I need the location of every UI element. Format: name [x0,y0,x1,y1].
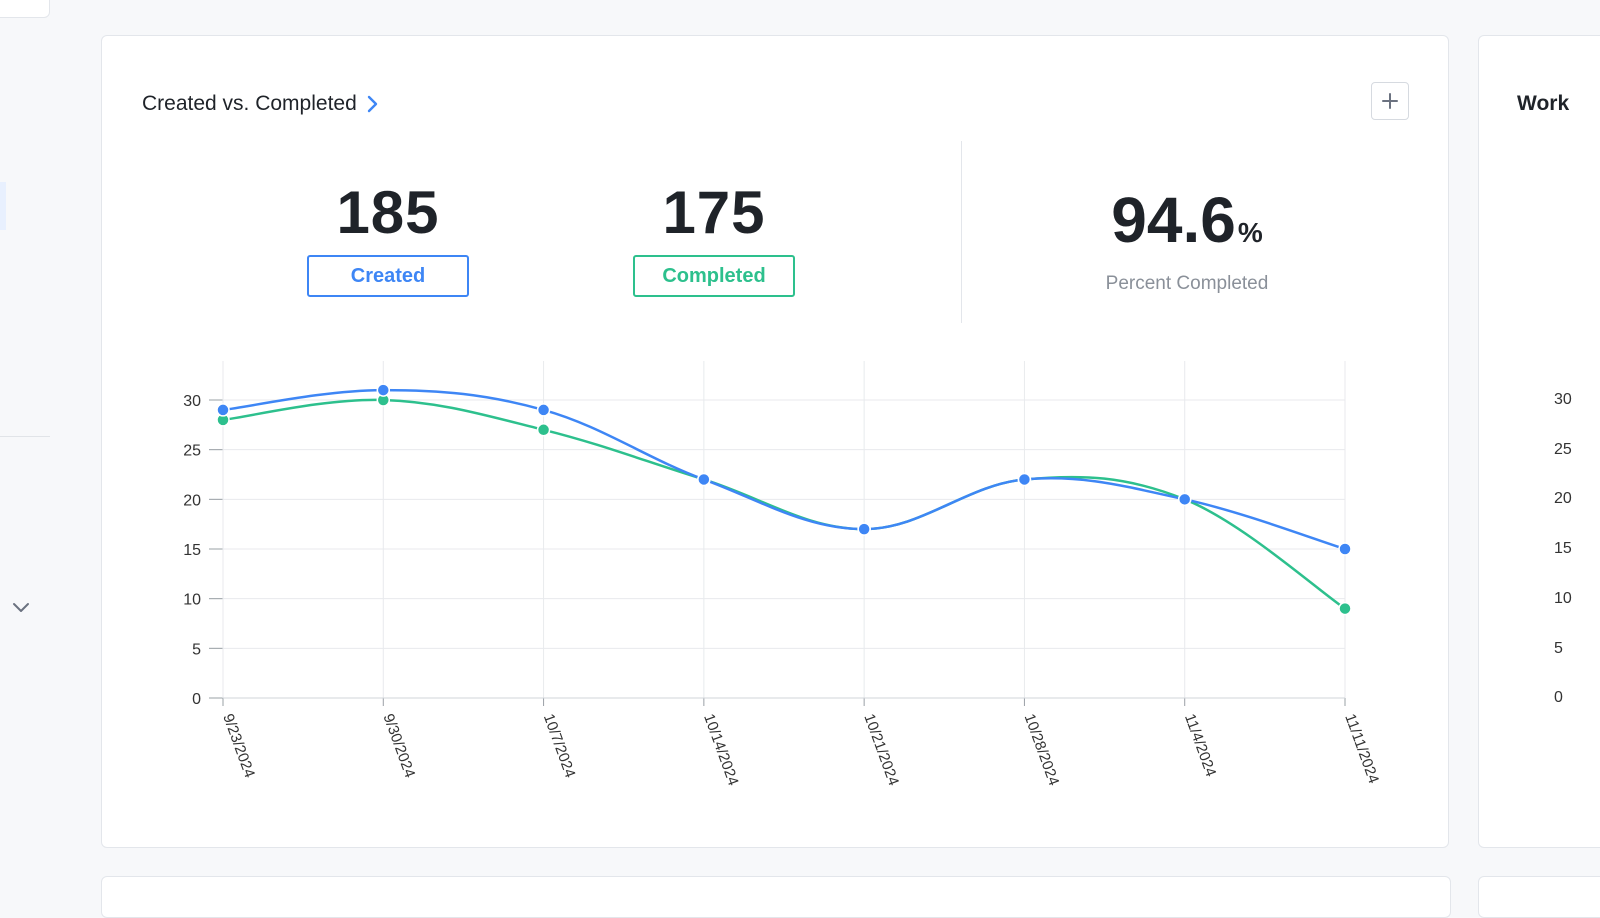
chevron-down-icon[interactable] [10,596,32,618]
created-filter-button[interactable]: Created [307,255,469,297]
card-title: Created vs. Completed [142,92,357,115]
work-card-title: Work [1517,92,1570,115]
sidebar-active-indicator [0,182,6,230]
work-card-y-tick-label: 0 [1554,689,1563,707]
data-point-created [1017,472,1032,487]
sidebar-button[interactable] [0,0,50,18]
data-point-created [536,403,551,417]
stat-divider [961,141,962,323]
x-tick-label: 9/23/2024 [219,712,258,781]
plus-icon [1382,93,1398,109]
x-tick-label: 10/21/2024 [860,712,902,788]
x-tick-label: 10/7/2024 [540,712,579,781]
data-point-created [857,522,871,536]
percent-label: Percent Completed [1105,273,1269,294]
y-tick-label: 15 [183,542,201,559]
x-tick-label: 11/4/2024 [1181,712,1219,779]
work-card-y-tick-label: 25 [1554,440,1572,458]
created-vs-completed-card: Created vs. Completed 185 Created 175 Co… [101,35,1449,848]
data-point-created [216,403,230,417]
created-stat: 185 Created [307,181,469,297]
percent-unit: % [1237,217,1263,248]
data-point-created [376,383,391,397]
data-point-completed [536,423,551,437]
y-tick-label: 10 [183,592,201,609]
y-tick-label: 20 [183,492,201,509]
data-point-created [1177,492,1192,507]
work-card-y-tick-label: 10 [1554,589,1572,607]
x-tick-label: 10/28/2024 [1021,712,1063,788]
work-card-y-tick-label: 30 [1554,391,1572,408]
card-title-link[interactable]: Created vs. Completed [142,92,381,116]
work-card-y-tick-label: 15 [1554,540,1572,558]
series-line-completed [222,398,1346,610]
work-card-y-tick-label: 5 [1554,639,1563,657]
next-card [101,876,1451,918]
x-tick-label: 9/30/2024 [380,712,419,781]
sidebar-divider [0,436,50,437]
percent-value: 94.6 [1111,184,1236,256]
series-line-created [222,388,1346,551]
created-vs-completed-chart: 0 5 10 15 20 25 30 9/23/2024 9/30/2024 10/7/2024 1… [183,361,1382,788]
data-point-created [1338,542,1352,556]
work-card-y-tick-label: 20 [1554,490,1572,508]
y-tick-label: 25 [183,443,201,460]
completed-stat: 175 Completed [633,181,795,297]
y-tick-label: 5 [192,641,201,658]
completed-count: 175 [662,179,766,246]
x-tick-label: 11/11/2024 [1341,712,1382,786]
add-button[interactable] [1371,82,1409,120]
x-tick-label: 10/14/2024 [700,712,742,788]
created-count: 185 [336,179,440,246]
work-card: Work 30 25 20 15 10 5 0 [1478,35,1600,848]
y-tick-label: 0 [192,691,201,708]
completed-filter-button[interactable]: Completed [633,255,795,297]
data-point-completed [1338,601,1352,616]
chevron-right-icon [367,95,377,113]
data-point-created [697,472,711,487]
y-tick-label: 30 [183,393,201,410]
left-sidebar [0,0,70,900]
next-card-right [1478,876,1600,918]
percent-completed-stat: 94.6% Percent Completed [1062,186,1312,295]
